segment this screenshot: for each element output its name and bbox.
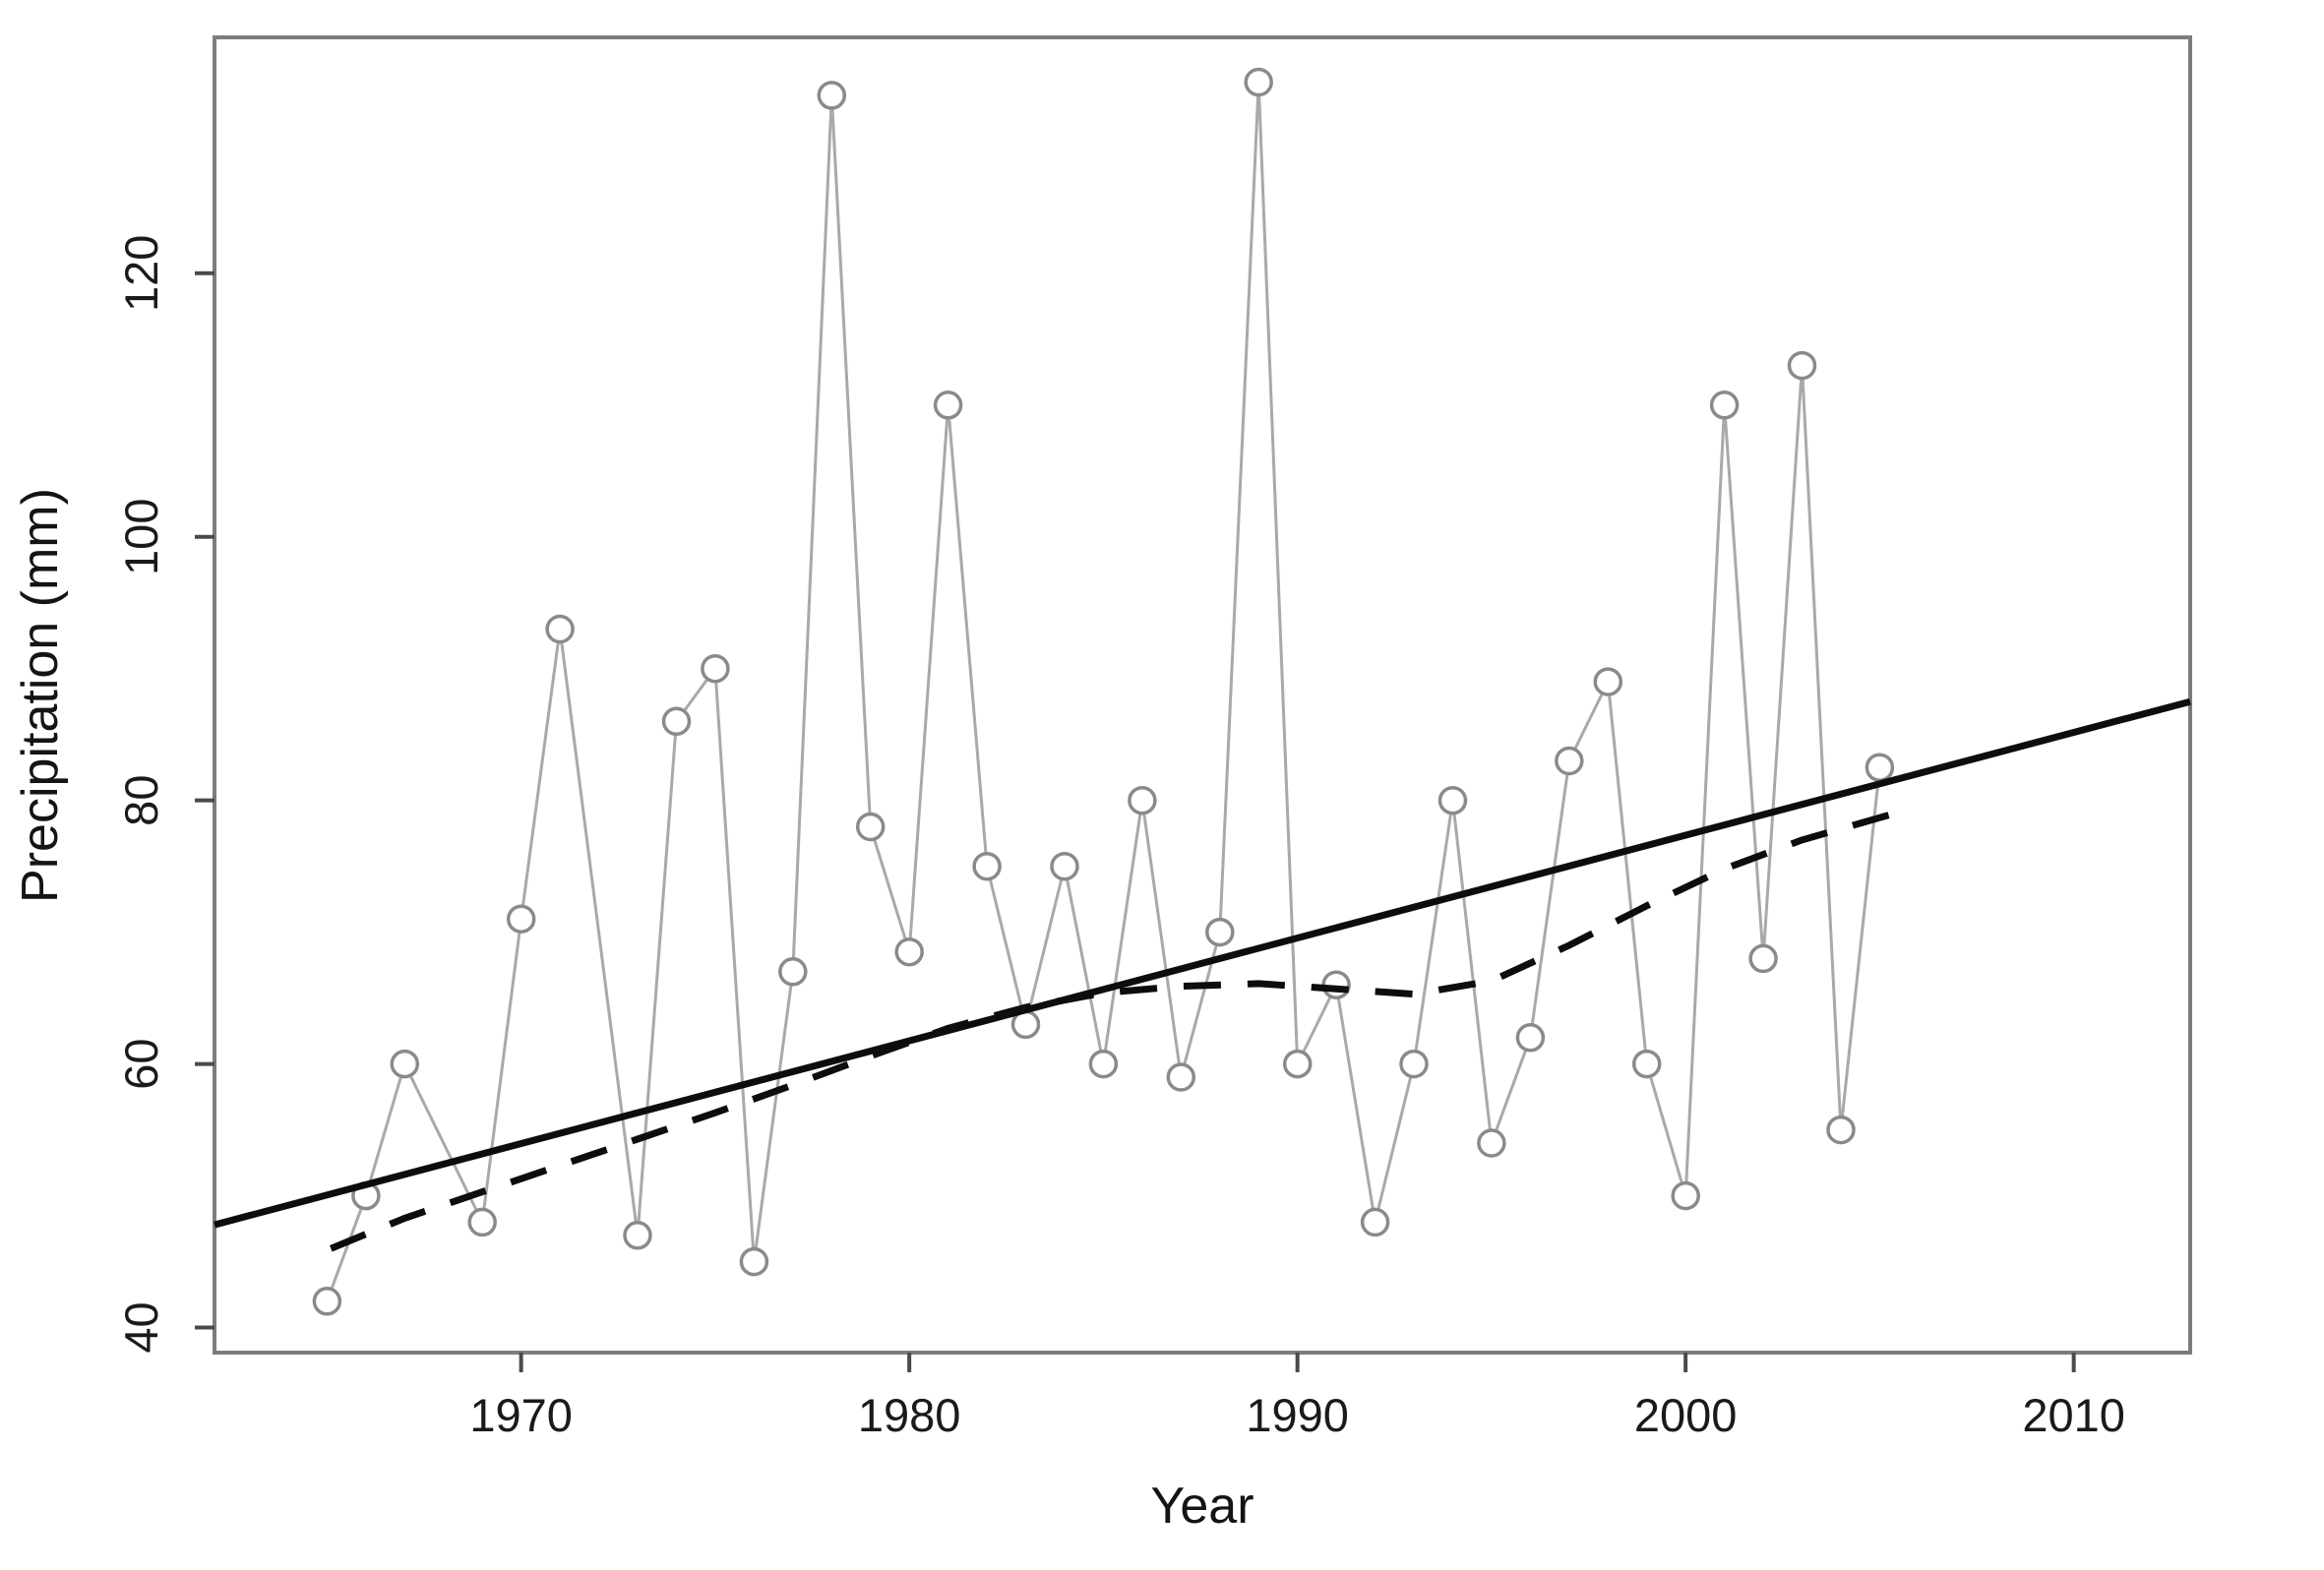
observed-precipitation-marker bbox=[545, 614, 575, 644]
observed-precipitation-marker bbox=[972, 851, 1002, 881]
observed-precipitation-marker bbox=[312, 1287, 342, 1316]
y-axis-title: Precipitation (mm) bbox=[12, 488, 69, 903]
observed-precipitation-marker bbox=[1671, 1180, 1700, 1211]
observed-precipitation-marker bbox=[1088, 1049, 1119, 1079]
loess-smooth-curve bbox=[329, 808, 1905, 1252]
observed-precipitation-marker bbox=[1244, 67, 1273, 97]
observed-precipitation-marker bbox=[933, 391, 963, 420]
observed-precipitation-marker bbox=[1826, 1115, 1856, 1145]
observed-precipitation-marker bbox=[1631, 1049, 1662, 1079]
observed-precipitation-marker bbox=[1128, 785, 1157, 815]
y-tick-label: 120 bbox=[115, 235, 167, 312]
observed-precipitation-marker bbox=[1865, 753, 1895, 782]
observed-precipitation-marker bbox=[1360, 1207, 1390, 1238]
observed-precipitation-marker bbox=[1709, 391, 1740, 420]
observed-precipitation-marker bbox=[855, 812, 886, 842]
observed-precipitation-marker bbox=[1166, 1062, 1196, 1092]
x-tick-label: 2010 bbox=[2022, 1389, 2125, 1441]
x-tick-label: 1980 bbox=[858, 1389, 961, 1441]
y-tick-label: 100 bbox=[115, 499, 167, 575]
observed-precipitation-marker bbox=[623, 1221, 652, 1250]
observed-precipitation-marker bbox=[739, 1246, 769, 1277]
x-axis-title: Year bbox=[1150, 1478, 1254, 1535]
observed-precipitation-marker bbox=[1437, 785, 1468, 815]
y-tick-label: 40 bbox=[115, 1301, 167, 1353]
observed-precipitation-marker bbox=[506, 904, 536, 934]
observed-precipitation-marker bbox=[390, 1049, 420, 1079]
observed-precipitation-marker bbox=[894, 936, 924, 967]
linear-trend-line bbox=[214, 697, 2191, 1229]
x-tick-label: 1990 bbox=[1246, 1389, 1349, 1441]
observed-precipitation-marker bbox=[1555, 746, 1584, 776]
observed-precipitation-marker bbox=[817, 81, 847, 110]
observed-precipitation-marker bbox=[1515, 1023, 1546, 1053]
observed-precipitation-marker bbox=[778, 957, 808, 987]
observed-precipitation-marker bbox=[1748, 943, 1778, 974]
y-tick-label: 60 bbox=[115, 1038, 167, 1089]
observed-precipitation-marker bbox=[701, 653, 730, 684]
observed-precipitation-marker bbox=[1787, 350, 1817, 381]
plot-frame bbox=[213, 35, 2192, 1355]
observed-precipitation-marker bbox=[1282, 1049, 1313, 1079]
observed-precipitation-marker bbox=[1205, 917, 1235, 947]
y-tick-label: 80 bbox=[115, 775, 167, 826]
observed-precipitation-marker bbox=[1593, 667, 1623, 696]
observed-precipitation-line bbox=[325, 82, 1881, 1302]
observed-precipitation-marker bbox=[467, 1207, 497, 1238]
observed-precipitation-marker bbox=[661, 706, 692, 737]
x-tick-label: 1970 bbox=[469, 1389, 573, 1441]
x-tick-label: 2000 bbox=[1634, 1389, 1738, 1441]
observed-precipitation-marker bbox=[1399, 1049, 1429, 1079]
observed-precipitation-marker bbox=[1050, 851, 1079, 881]
observed-precipitation-marker bbox=[1477, 1128, 1506, 1158]
